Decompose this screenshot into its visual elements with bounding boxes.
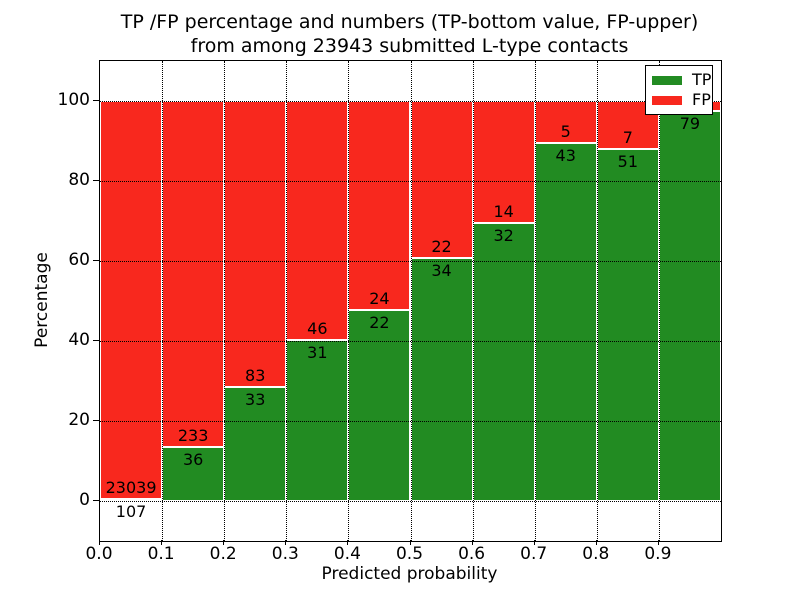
- x-tick-mark: [223, 540, 225, 545]
- x-tick-mark: [409, 540, 411, 545]
- x-tick-label: 0.4: [333, 544, 361, 564]
- plot-area: 107 23039 36 233 33 83 31 46 22 24 34 22 32 14 43 5 51 7 7…: [99, 60, 722, 542]
- fp-bar-segment: [410, 101, 473, 259]
- x-tick-label: 0.5: [395, 544, 424, 564]
- x-tick-label: 0.7: [520, 544, 548, 564]
- tp-count-label: 79: [679, 114, 701, 133]
- tp-bar-segment: [534, 142, 597, 501]
- tp-bar-segment: [596, 149, 659, 501]
- legend-swatch-tp: [652, 75, 682, 85]
- fp-count-label: 46: [307, 318, 328, 338]
- x-tick-mark: [99, 540, 100, 545]
- v-gridline: [224, 61, 226, 541]
- fp-count-label: 14: [493, 201, 514, 221]
- tp-bar-segment: [162, 447, 225, 501]
- x-tick-mark: [471, 540, 473, 545]
- tp-count-label: 51: [617, 152, 639, 172]
- x-tick-mark: [285, 540, 287, 545]
- tp-count-label: 107: [115, 502, 147, 522]
- x-tick-mark: [595, 540, 597, 545]
- legend-swatch-fp: [652, 95, 682, 105]
- tp-bar-segment: [410, 258, 473, 501]
- chart-title-line1: TP /FP percentage and numbers (TP-bottom…: [120, 11, 699, 33]
- x-tick-label: 0.6: [458, 544, 486, 564]
- y-tick-mark: [93, 180, 99, 181]
- v-gridline: [472, 61, 474, 541]
- tp-count-label: 36: [182, 450, 204, 470]
- tp-bar-segment: [286, 339, 349, 501]
- fp-bar-segment: [100, 101, 163, 500]
- fp-count-label: 22: [431, 237, 452, 257]
- legend-item-tp: TP: [652, 70, 711, 90]
- fp-bar-segment: [162, 101, 225, 448]
- legend-label-fp: FP: [692, 90, 711, 109]
- v-gridline: [348, 61, 350, 541]
- x-tick-mark: [657, 540, 659, 545]
- y-tick-mark: [93, 340, 99, 341]
- y-tick-label: 40: [68, 330, 90, 350]
- fp-count-label: 23039: [105, 478, 157, 498]
- fp-count-label: 233: [177, 426, 209, 446]
- y-tick-label: 20: [68, 410, 90, 430]
- y-tick-label: 100: [57, 90, 90, 110]
- y-tick-mark: [93, 500, 99, 501]
- y-tick-label: 60: [68, 250, 90, 270]
- x-tick-label: 0.2: [209, 544, 237, 564]
- x-tick-label: 0.9: [644, 544, 672, 564]
- v-gridline: [534, 61, 536, 541]
- tp-bar-segment: [100, 499, 163, 502]
- y-tick-label: 80: [68, 170, 90, 190]
- x-tick-label: 0.3: [271, 544, 299, 564]
- tp-count-label: 34: [431, 261, 452, 281]
- chart-title-line2: from among 23943 submitted L-type contac…: [190, 35, 629, 57]
- fp-count-label: 5: [560, 121, 571, 141]
- tp-count-label: 32: [493, 225, 514, 245]
- fp-count-label: 7: [622, 128, 633, 148]
- y-tick-label: 0: [79, 490, 90, 510]
- legend: TP FP: [645, 65, 713, 115]
- v-gridline: [658, 61, 660, 541]
- tp-bar-segment: [472, 222, 535, 501]
- x-tick-label: 0.1: [147, 544, 175, 564]
- x-tick-mark: [347, 540, 349, 545]
- tp-count-label: 33: [245, 390, 266, 410]
- fp-count-label: 83: [245, 366, 266, 386]
- fp-bar-segment: [472, 101, 535, 223]
- tp-bar-segment: [348, 309, 411, 501]
- chart-title: TP /FP percentage and numbers (TP-bottom…: [99, 10, 720, 58]
- x-tick-mark: [533, 540, 535, 545]
- y-tick-mark: [93, 260, 99, 261]
- y-tick-mark: [93, 420, 99, 421]
- fp-bar-segment: [224, 101, 287, 388]
- fp-bar-segment: [348, 101, 411, 310]
- tp-count-label: 31: [307, 342, 328, 362]
- x-axis-label: Predicted probability: [321, 564, 498, 584]
- tp-bar-segment: [658, 111, 721, 501]
- v-gridline: [410, 61, 412, 541]
- x-tick-label: 0.8: [582, 544, 610, 564]
- x-tick-mark: [161, 540, 163, 545]
- y-tick-mark: [93, 100, 99, 101]
- v-gridline: [596, 61, 598, 541]
- tp-count-label: 43: [555, 145, 576, 165]
- tp-count-label: 22: [369, 312, 390, 332]
- legend-label-tp: TP: [692, 70, 712, 89]
- v-gridline: [286, 61, 288, 541]
- v-gridline: [162, 61, 164, 541]
- legend-item-fp: FP: [652, 90, 711, 110]
- fp-count-label: 24: [369, 288, 390, 308]
- x-tick-label: 0.0: [85, 544, 113, 564]
- fp-bar-segment: [286, 101, 349, 340]
